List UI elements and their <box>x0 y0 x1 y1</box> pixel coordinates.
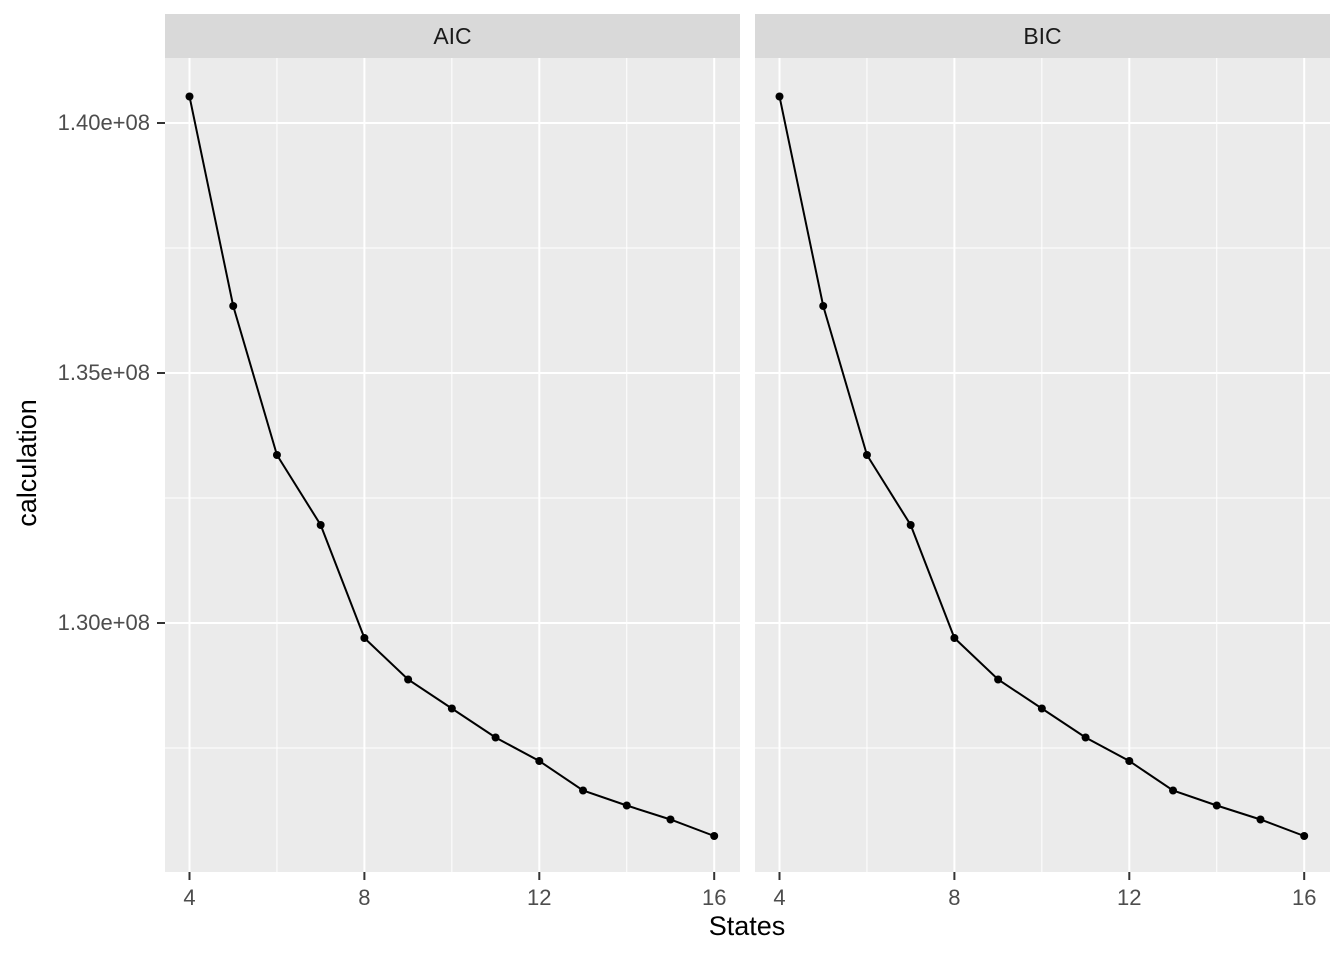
facet-strip-label: AIC <box>433 22 472 49</box>
data-point <box>906 521 915 529</box>
y-tick-mark <box>157 122 165 124</box>
data-point <box>185 92 194 101</box>
data-point <box>1300 832 1309 840</box>
data-point <box>1037 704 1046 713</box>
data-point <box>622 801 631 810</box>
data-point <box>819 302 828 310</box>
data-point <box>1212 801 1221 810</box>
data-point <box>1169 786 1178 795</box>
x-axis-title: States <box>708 911 786 941</box>
data-point <box>491 733 500 742</box>
panel-background <box>165 58 740 872</box>
y-tick-label: 1.35e+08 <box>57 360 150 385</box>
x-tick-label: 4 <box>183 885 195 910</box>
x-tick-label: 4 <box>773 885 785 910</box>
x-tick-label: 12 <box>527 885 551 910</box>
panel-background <box>755 58 1330 872</box>
data-point <box>535 757 544 765</box>
data-point <box>1256 815 1265 824</box>
data-point <box>1081 733 1090 742</box>
facet-panel-bic: 4 8 12 16 <box>755 58 1330 910</box>
facet-strip-label: BIC <box>1023 22 1062 49</box>
x-tick-label: 12 <box>1117 885 1141 910</box>
data-point <box>994 675 1003 684</box>
data-point <box>950 634 959 642</box>
facet-strip-bic: BIC <box>755 14 1330 58</box>
data-point <box>710 832 719 840</box>
y-tick-label: 1.30e+08 <box>57 610 150 635</box>
data-point <box>404 675 413 684</box>
data-point <box>775 92 784 101</box>
x-tick-label: 8 <box>358 885 370 910</box>
data-point <box>360 634 369 642</box>
y-tick-mark <box>157 372 165 374</box>
x-tick-label: 16 <box>702 885 726 910</box>
y-tick-mark <box>157 622 165 624</box>
data-point <box>229 302 238 310</box>
facet-strip-aic: AIC <box>165 14 740 58</box>
data-point <box>666 815 675 824</box>
data-point <box>862 451 871 459</box>
y-tick-label: 1.40e+08 <box>57 110 150 135</box>
data-point <box>1125 757 1134 765</box>
x-tick-label: 16 <box>1292 885 1316 910</box>
y-axis-title: calculation <box>12 399 42 527</box>
data-point <box>447 704 456 713</box>
x-tick-label: 8 <box>948 885 960 910</box>
data-point <box>272 451 281 459</box>
facet-panel-aic: 4 8 12 16 <box>165 58 740 910</box>
data-point <box>579 786 588 795</box>
data-point <box>316 521 325 529</box>
